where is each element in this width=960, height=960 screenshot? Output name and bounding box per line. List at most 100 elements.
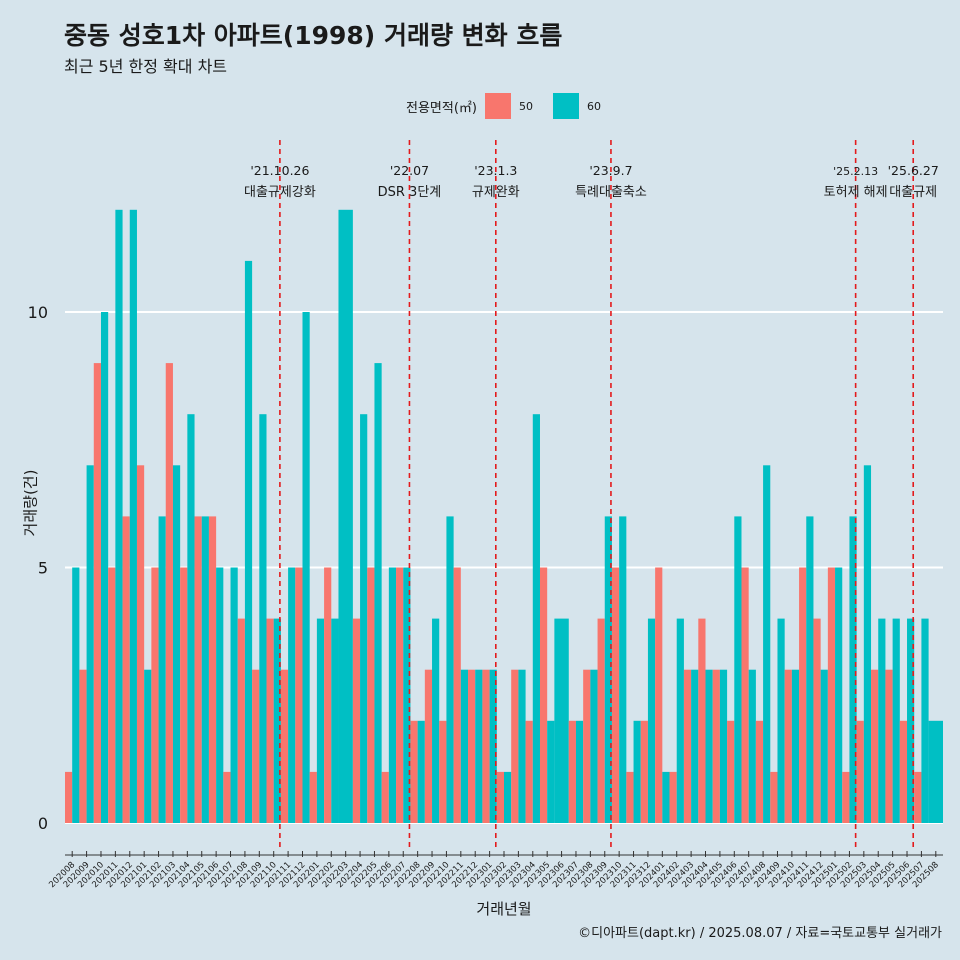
bar-50-202010 — [93, 363, 101, 823]
legend-swatch-60 — [552, 93, 579, 119]
bar-50-202405 — [712, 669, 720, 823]
bar-60-202404 — [705, 669, 713, 823]
legend-swatch-50 — [484, 93, 511, 119]
bar-60-202207 — [403, 567, 411, 823]
bar-60-202210 — [446, 516, 454, 823]
bar-50-202507 — [914, 771, 922, 823]
bar-60-202406 — [734, 516, 742, 823]
bar-50-202506 — [899, 720, 908, 823]
bar-50-202202 — [324, 567, 332, 823]
bar-60-202104 — [187, 414, 195, 823]
bar-60-202303 — [518, 669, 526, 823]
bar-60-202011 — [115, 209, 123, 824]
bar-50-202503 — [856, 720, 864, 823]
bar-50-202212 — [468, 669, 476, 823]
bar-50-202110 — [266, 618, 274, 823]
bar-60-202403 — [691, 669, 699, 823]
bar-60-202312 — [647, 618, 656, 823]
bar-50-202012 — [122, 516, 130, 823]
bar-60-202307 — [575, 720, 584, 823]
bar-202306 — [554, 618, 569, 823]
bar-60-202107 — [230, 567, 238, 823]
chart-subtitle: 최근 5년 한정 확대 차트 — [64, 57, 228, 76]
bar-60-202103 — [172, 465, 181, 823]
bar-50-202301 — [482, 669, 490, 823]
bar-60-202411 — [806, 516, 814, 823]
bar-60-202212 — [475, 669, 483, 823]
bar-60-202206 — [388, 567, 397, 823]
bar-60-202503 — [863, 465, 872, 823]
bar-60-202301 — [489, 669, 497, 823]
bar-60-202501 — [835, 567, 843, 823]
bar-50-202504 — [871, 669, 879, 823]
bar-60-202412 — [820, 669, 828, 823]
bar-50-202403 — [683, 669, 692, 823]
bar-60-202211 — [460, 669, 469, 823]
bar-60-202405 — [719, 669, 728, 823]
bar-60-202311 — [633, 720, 641, 823]
bar-50-202309 — [597, 618, 605, 823]
bar-60-202410 — [791, 669, 800, 823]
bar-202508 — [928, 720, 943, 823]
bar-60-202101 — [144, 669, 152, 823]
bar-50-202101 — [136, 465, 145, 823]
x-axis-label: 거래년월 — [476, 900, 532, 918]
bar-60-202110 — [273, 618, 281, 823]
event-date-5: '25.6.27 — [888, 163, 939, 178]
event-label-0: 대출규제강화 — [244, 185, 316, 200]
bar-60-202302 — [504, 771, 512, 823]
bar-60-202204 — [360, 414, 368, 823]
bar-50-202411 — [799, 567, 807, 823]
bar-202203 — [338, 209, 353, 824]
bar-60-202408 — [763, 465, 771, 823]
bar-50-202206 — [381, 771, 389, 823]
bar-50-202009 — [79, 669, 87, 823]
bar-60-202205 — [374, 363, 382, 823]
event-label-3: 특례대출축소 — [575, 185, 647, 200]
bar-60-202108 — [244, 260, 253, 823]
event-date-0: '21.10.26 — [250, 163, 309, 178]
bar-60-202010 — [100, 312, 109, 823]
bar-50-202410 — [784, 669, 792, 823]
bar-60-202506 — [907, 618, 915, 823]
bar-60-202310 — [619, 516, 627, 823]
event-date-1: '22.07 — [390, 163, 429, 178]
bar-60-202504 — [878, 618, 886, 823]
bar-50-202104 — [180, 567, 188, 823]
y-tick-label-0: 0 — [38, 814, 48, 833]
event-label-1: DSR 3단계 — [378, 185, 442, 200]
bar-50-202402 — [669, 771, 677, 823]
bar-60-202202 — [331, 618, 339, 823]
bar-50-202312 — [640, 720, 648, 823]
bar-60-202305 — [547, 720, 555, 823]
bar-50-202112 — [295, 567, 303, 823]
bar-50-202401 — [655, 567, 663, 823]
event-label-5: 대출규제 — [889, 185, 937, 200]
bar-50-202502 — [842, 771, 850, 823]
bar-50-202205 — [367, 567, 375, 823]
bar-50-202311 — [626, 771, 634, 823]
y-tick-label-10: 10 — [28, 303, 48, 322]
bar-60-202401 — [662, 771, 670, 823]
bar-60-202109 — [259, 414, 267, 823]
bar-50-202406 — [727, 720, 735, 823]
event-label-4: 토허제 해제 — [824, 185, 888, 200]
bar-60-202012 — [129, 209, 137, 824]
legend: 전용면적(㎡) 50 60 — [406, 92, 621, 120]
bar-60-202407 — [748, 669, 756, 823]
bar-60-202009 — [86, 465, 94, 823]
bar-50-202204 — [352, 618, 361, 823]
bar-60-202304 — [532, 414, 540, 823]
bar-50-202201 — [309, 771, 317, 823]
bar-50-202102 — [151, 567, 159, 823]
bar-60-202309 — [604, 516, 612, 823]
bar-50-202105 — [194, 516, 202, 823]
bar-50-202304 — [525, 720, 533, 823]
bar-60-202402 — [676, 618, 684, 823]
legend-title: 전용면적(㎡) — [406, 100, 477, 116]
bar-50-202505 — [885, 669, 893, 823]
bar-60-202008 — [72, 567, 80, 823]
bar-50-202103 — [165, 363, 173, 823]
bar-60-202105 — [201, 516, 209, 823]
y-tick-label-5: 5 — [38, 559, 48, 578]
